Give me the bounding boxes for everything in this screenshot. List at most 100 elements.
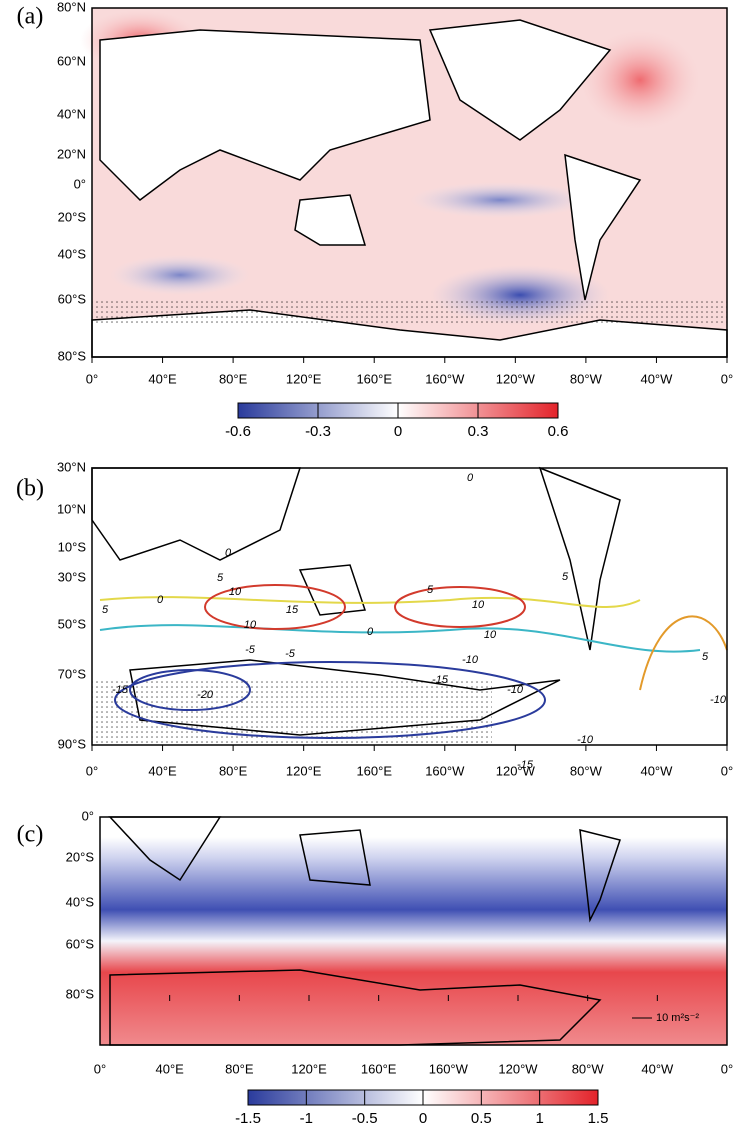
contour-label: 15: [286, 604, 299, 616]
contour-label: -15: [517, 759, 534, 771]
lon-label: 160°W: [425, 371, 465, 386]
contour: [204, 584, 346, 630]
lat-label: 40°N: [57, 106, 86, 121]
colorbar-tick-label: -1.5: [235, 1110, 261, 1127]
lat-label: 0°: [74, 176, 86, 191]
panel-label: (a): [17, 4, 44, 30]
contour: [99, 624, 701, 653]
contour-label: 10: [472, 599, 485, 611]
contour-label: 5: [562, 571, 569, 583]
lon-label: 80°W: [570, 763, 603, 778]
colorbar-tick-label: 1.5: [588, 1110, 609, 1127]
contour-label: 5: [702, 651, 709, 663]
lon-label: 160°W: [425, 763, 465, 778]
colorbar-tick-label: 0.3: [468, 423, 489, 440]
land: [298, 564, 367, 616]
lon-label: 40°W: [641, 1061, 674, 1076]
lat-label: 90°S: [58, 736, 87, 751]
lon-label: 0°: [94, 1061, 106, 1076]
colorbar-tick-label: 0: [419, 1110, 427, 1127]
land: [428, 19, 612, 141]
lon-label: 160°E: [361, 1061, 397, 1076]
contour-label: -5: [245, 644, 256, 656]
contour-label: 10: [244, 619, 257, 631]
lat-label: 80°S: [66, 986, 95, 1001]
lon-label: 40°W: [640, 371, 673, 386]
stipple: [92, 680, 492, 745]
lon-label: 80°E: [225, 1061, 254, 1076]
frame: [91, 7, 728, 358]
lon-label: 80°W: [570, 371, 603, 386]
lon-label: 120°W: [496, 371, 536, 386]
lat-label: 70°S: [58, 666, 87, 681]
lon-label: 160°E: [356, 371, 392, 386]
land: [91, 467, 302, 561]
colorbar-tick-label: -0.6: [225, 423, 251, 440]
lat-label: 30°N: [57, 459, 86, 474]
lon-label: 120°W: [498, 1061, 538, 1076]
contour-label: -20: [197, 689, 214, 701]
land: [294, 194, 367, 246]
colorbar-tick-label: 0: [394, 423, 402, 440]
contour: [99, 596, 641, 609]
lon-label: 160°W: [429, 1061, 469, 1076]
contour-label: 0: [367, 626, 374, 638]
panel-label: (b): [16, 476, 44, 502]
colorbar-tick-label: -0.3: [305, 423, 331, 440]
frame: [99, 816, 728, 1046]
lat-label: 20°N: [57, 146, 86, 161]
lon-label: 40°W: [640, 763, 673, 778]
contour: [114, 661, 546, 739]
contour-label: 0: [157, 594, 164, 606]
field: [100, 837, 727, 1045]
contour-label: -15: [432, 674, 449, 686]
field: [110, 255, 250, 295]
lat-label: 60°S: [66, 936, 95, 951]
contour-label: -10: [462, 654, 479, 666]
stipple: [92, 300, 727, 325]
lon-label: 120°W: [496, 763, 536, 778]
field: [580, 30, 700, 130]
lon-label: 40°E: [148, 371, 177, 386]
colorbar-tick-label: -0.5: [352, 1110, 378, 1127]
contour-label: -10: [507, 684, 524, 696]
lat-label: 10°N: [57, 501, 86, 516]
lat-label: 10°S: [58, 539, 87, 554]
lat-label: 40°S: [58, 246, 87, 261]
lon-label: 40°E: [155, 1061, 184, 1076]
contour-label: 0: [467, 472, 474, 484]
contour-label: -10: [577, 734, 594, 746]
lat-label: 50°S: [58, 616, 87, 631]
land: [564, 153, 642, 301]
colorbar-tick-label: -1: [300, 1110, 313, 1127]
contour-label: 5: [217, 572, 224, 584]
colorbar-tick-label: 0.6: [548, 423, 569, 440]
lat-label: 60°N: [57, 53, 86, 68]
contour: [639, 615, 728, 691]
lat-label: 20°S: [58, 209, 87, 224]
panel-label: (c): [17, 822, 44, 848]
lat-label: 40°S: [66, 894, 95, 909]
lat-label: 30°S: [58, 569, 87, 584]
lon-label: 120°E: [286, 763, 322, 778]
land: [538, 466, 621, 651]
contour: [394, 586, 526, 628]
lat-label: 0°: [82, 808, 94, 823]
vector-reference: 10 m²s⁻²: [656, 1012, 699, 1024]
lat-label: 80°N: [57, 0, 86, 14]
land: [129, 659, 561, 736]
lon-label: 80°E: [219, 371, 248, 386]
contour-label: -5: [285, 648, 296, 660]
lon-label: 0°: [86, 371, 98, 386]
lat-label: 80°S: [58, 348, 87, 363]
lon-label: 40°E: [148, 763, 177, 778]
contour-label: -15: [112, 684, 129, 696]
lat-label: 20°S: [66, 849, 95, 864]
lon-label: 0°: [721, 371, 733, 386]
frame: [91, 467, 728, 746]
field: [410, 182, 590, 218]
contour-label: 0: [225, 547, 232, 559]
lon-label: 120°E: [286, 371, 322, 386]
land: [99, 29, 431, 201]
